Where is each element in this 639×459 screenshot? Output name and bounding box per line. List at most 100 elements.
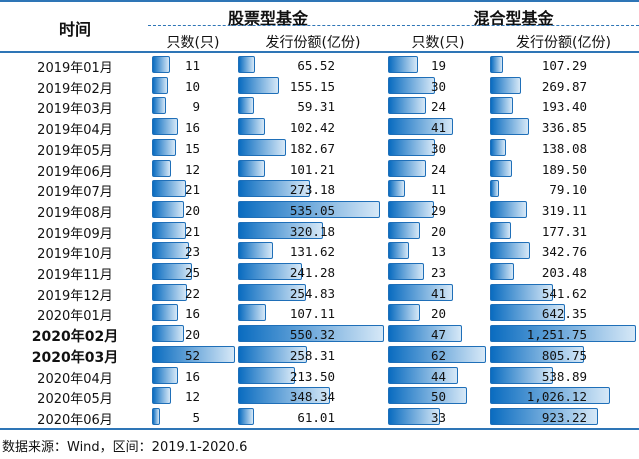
mixed-share-value: 269.87 bbox=[541, 78, 587, 94]
row-date: 2020年02月 bbox=[31, 329, 119, 346]
stock-share-value: 213.50 bbox=[289, 368, 335, 384]
row-date: 2019年04月 bbox=[37, 123, 113, 139]
stock-count-value: 20 bbox=[184, 202, 200, 218]
mixed-share-bar bbox=[490, 304, 565, 322]
mixed-share-value: 342.76 bbox=[541, 244, 587, 260]
stock-share-value: 241.28 bbox=[289, 265, 335, 280]
table-row: 2019年04月 16 102.42 41 336.85 bbox=[0, 117, 639, 138]
table-row: 2019年01月 11 65.52 19 107.29 bbox=[0, 55, 639, 76]
header-divider bbox=[148, 25, 639, 26]
table-row: 2020年03月 52 258.31 62 805.75 bbox=[0, 345, 639, 366]
mixed-count-value: 30 bbox=[430, 78, 446, 94]
mixed-share-value: 107.29 bbox=[541, 58, 587, 73]
mixed-share-value: 189.50 bbox=[541, 161, 587, 177]
stock-share-bar bbox=[238, 304, 267, 322]
stock-count-value: 25 bbox=[184, 265, 200, 280]
mixed-count-bar bbox=[388, 407, 441, 425]
stock-share-bar bbox=[238, 159, 265, 177]
mixed-share-bar bbox=[490, 56, 503, 73]
mixed-count-bar bbox=[388, 138, 436, 156]
mixed-count-value: 44 bbox=[430, 368, 446, 384]
table-row: 2019年05月 15 182.67 30 138.08 bbox=[0, 138, 639, 159]
stock-count-bar bbox=[152, 304, 178, 322]
stock-share-value: 320.18 bbox=[289, 223, 335, 239]
mixed-count-bar bbox=[388, 366, 458, 384]
header-stock-count: 只数(只) bbox=[166, 35, 220, 51]
stock-count-value: 52 bbox=[184, 347, 200, 363]
stock-count-value: 12 bbox=[184, 389, 200, 405]
header-rule bbox=[0, 51, 639, 53]
mixed-share-value: 642.35 bbox=[541, 306, 587, 322]
mixed-share-bar bbox=[490, 97, 513, 115]
stock-count-value: 11 bbox=[184, 58, 200, 73]
row-date: 2019年07月 bbox=[37, 185, 113, 201]
mixed-count-bar bbox=[388, 56, 419, 73]
table-row: 2019年07月 21 273.18 11 79.10 bbox=[0, 179, 639, 200]
mixed-count-bar bbox=[388, 242, 409, 260]
mixed-share-value: 79.10 bbox=[549, 182, 587, 198]
mixed-share-value: 336.85 bbox=[541, 120, 587, 136]
mixed-share-bar bbox=[490, 159, 513, 177]
stock-share-value: 155.15 bbox=[289, 78, 335, 94]
mixed-count-value: 11 bbox=[430, 182, 446, 198]
stock-count-bar bbox=[152, 159, 172, 177]
stock-count-value: 9 bbox=[192, 99, 200, 115]
mixed-count-value: 24 bbox=[430, 99, 446, 115]
mixed-share-value: 1,026.12 bbox=[526, 389, 587, 405]
stock-share-bar bbox=[238, 283, 306, 301]
mixed-share-bar bbox=[490, 118, 530, 136]
row-date: 2019年12月 bbox=[37, 288, 113, 304]
mixed-share-bar bbox=[490, 283, 554, 301]
row-date: 2019年09月 bbox=[37, 226, 113, 242]
stock-share-value: 550.32 bbox=[289, 327, 335, 343]
stock-count-value: 20 bbox=[184, 327, 200, 343]
stock-share-bar bbox=[238, 387, 331, 405]
header-stock-fund: 股票型基金 bbox=[227, 9, 308, 28]
mixed-count-bar bbox=[388, 263, 425, 280]
source-note: 数据来源：Wind，区间：2019.1-2020.6 bbox=[2, 440, 248, 455]
stock-share-bar bbox=[238, 345, 307, 363]
table-row: 2020年06月 5 61.01 33 923.22 bbox=[0, 407, 639, 428]
mixed-count-value: 62 bbox=[430, 347, 446, 363]
row-date: 2020年04月 bbox=[37, 371, 113, 387]
mixed-count-value: 13 bbox=[430, 244, 446, 260]
mixed-share-value: 138.08 bbox=[541, 140, 587, 156]
stock-share-value: 65.52 bbox=[297, 58, 335, 73]
mixed-count-bar bbox=[388, 76, 436, 94]
mixed-share-value: 177.31 bbox=[541, 223, 587, 239]
table-row: 2019年09月 21 320.18 20 177.31 bbox=[0, 221, 639, 242]
stock-count-bar bbox=[152, 387, 172, 405]
mixed-count-bar bbox=[388, 97, 426, 115]
stock-count-bar bbox=[152, 283, 188, 301]
row-date: 2019年08月 bbox=[37, 205, 113, 221]
mixed-count-value: 30 bbox=[430, 140, 446, 156]
table-row: 2019年10月 23 131.62 13 342.76 bbox=[0, 241, 639, 262]
mixed-share-bar bbox=[490, 221, 511, 239]
row-date: 2020年05月 bbox=[37, 392, 113, 408]
row-date: 2019年03月 bbox=[37, 102, 113, 118]
header-time: 时间 bbox=[58, 20, 91, 39]
mixed-count-bar bbox=[388, 159, 426, 177]
stock-count-value: 21 bbox=[184, 223, 200, 239]
stock-count-bar bbox=[152, 242, 189, 260]
mixed-count-bar bbox=[388, 304, 420, 322]
mixed-share-value: 923.22 bbox=[541, 409, 587, 425]
mixed-share-bar bbox=[490, 200, 528, 218]
stock-count-value: 10 bbox=[184, 78, 200, 94]
stock-count-bar bbox=[152, 366, 178, 384]
table-row: 2019年08月 20 535.05 29 319.11 bbox=[0, 200, 639, 221]
mixed-count-value: 33 bbox=[430, 409, 446, 425]
stock-count-bar bbox=[152, 325, 184, 343]
stock-share-bar bbox=[238, 366, 295, 384]
table-row: 2020年04月 16 213.50 44 538.89 bbox=[0, 366, 639, 387]
stock-share-bar bbox=[238, 263, 302, 280]
mixed-share-value: 319.11 bbox=[541, 202, 587, 218]
mixed-share-bar bbox=[490, 345, 584, 363]
table-row: 2020年02月 20 550.32 47 1,251.75 bbox=[0, 324, 639, 345]
row-date: 2019年05月 bbox=[37, 143, 113, 159]
stock-count-value: 16 bbox=[184, 306, 200, 322]
table-row: 2019年06月 12 101.21 24 189.50 bbox=[0, 159, 639, 180]
row-date: 2020年06月 bbox=[37, 412, 113, 428]
header-mixed-share: 发行份额(亿份) bbox=[516, 35, 611, 51]
stock-count-value: 16 bbox=[184, 368, 200, 384]
